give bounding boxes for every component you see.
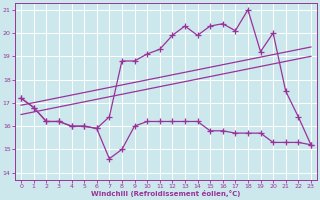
X-axis label: Windchill (Refroidissement éolien,°C): Windchill (Refroidissement éolien,°C) — [91, 190, 241, 197]
